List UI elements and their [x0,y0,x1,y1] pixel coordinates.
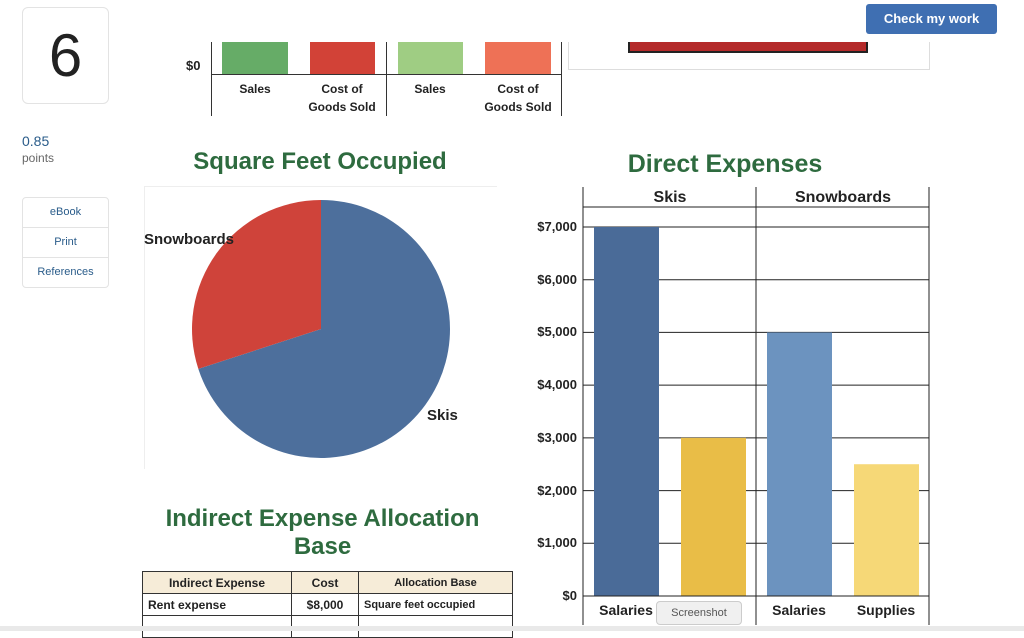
references-link[interactable]: References [37,266,94,278]
points-value: 0.85 [22,133,50,149]
bar-salaries-snowboards [767,332,832,596]
partial-bar [628,42,868,53]
points-label: points [22,151,55,165]
pie-slice-skis [198,200,450,458]
pie-panel [144,186,497,469]
top-category-label: Cost of Goods Sold [484,82,552,114]
y-tick-label: $0 [562,588,577,603]
y-tick-label: $2,000 [537,482,577,498]
check-my-work-button[interactable]: Check my work [866,4,997,34]
pie-slice-snowboards [191,200,321,369]
pie-label-snowboards: Snowboards [144,231,235,248]
x-label-snowboards-supplies: Supplies [856,602,916,618]
group-label-snowboards: Snowboards [794,189,891,206]
allocation-table: Indirect Expense Cost Allocation Base Re… [142,571,513,638]
top-category-label: Sales [414,82,446,96]
top-category-label: Sales [239,82,271,96]
group-label-skis: Skis [653,189,687,206]
top-bar-sales-1 [222,42,288,74]
y-tick-label: $6,000 [537,271,577,287]
question-number: 6 [22,7,109,104]
table-cell: $8,000 [291,593,359,616]
top-divider-right [561,42,562,116]
bar-salaries-skis [594,227,659,596]
table-header: Cost [291,571,359,594]
top-category-label: Cost of Goods Sold [308,82,376,114]
pie-label-skis: Skis [427,407,458,424]
direct-expenses-chart [582,187,930,625]
y-tick-label: $4,000 [537,377,577,393]
top-divider-mid [386,42,387,116]
pie-chart [191,200,450,458]
y-tick-label: $7,000 [537,219,577,234]
top-bar-cogs-2 [485,42,551,74]
bottom-edge [0,626,1024,631]
table-header: Indirect Expense [142,571,292,594]
table-cell: Square feet occupied [358,593,513,616]
resource-links: eBook Print References [22,197,109,288]
top-axis [211,42,212,116]
partial-chart-panel [568,42,930,70]
table-cell: Rent expense [142,593,292,616]
ebook-link[interactable]: eBook [23,198,108,228]
top-tick-label: $0 [186,58,201,73]
print-link[interactable]: Print [23,228,108,258]
x-label-skis-salaries: Salaries [599,602,653,618]
bar-supplies-snowboards [854,464,919,596]
top-bar-chart: $0 Sales Cost of Goods Sold Sales Cost o… [180,42,580,122]
y-tick-label: $3,000 [537,429,577,445]
y-tick-label: $5,000 [537,324,577,340]
allocation-title: Indirect Expense Allocation Base [165,505,480,560]
x-label-snowboards-salaries: Salaries [772,602,826,618]
y-tick-label: $1,000 [537,535,577,551]
table-row: Rent expense $8,000 Square feet occupied [142,593,513,616]
top-bar-sales-2 [398,42,463,74]
screenshot-badge[interactable]: Screenshot [656,601,742,625]
direct-expenses-title: Direct Expenses [627,150,823,178]
top-bar-cogs-1 [310,42,375,74]
table-header: Allocation Base [358,571,513,594]
bar-supplies-skis [681,437,746,596]
pie-chart-title: Square Feet Occupied [193,148,447,175]
